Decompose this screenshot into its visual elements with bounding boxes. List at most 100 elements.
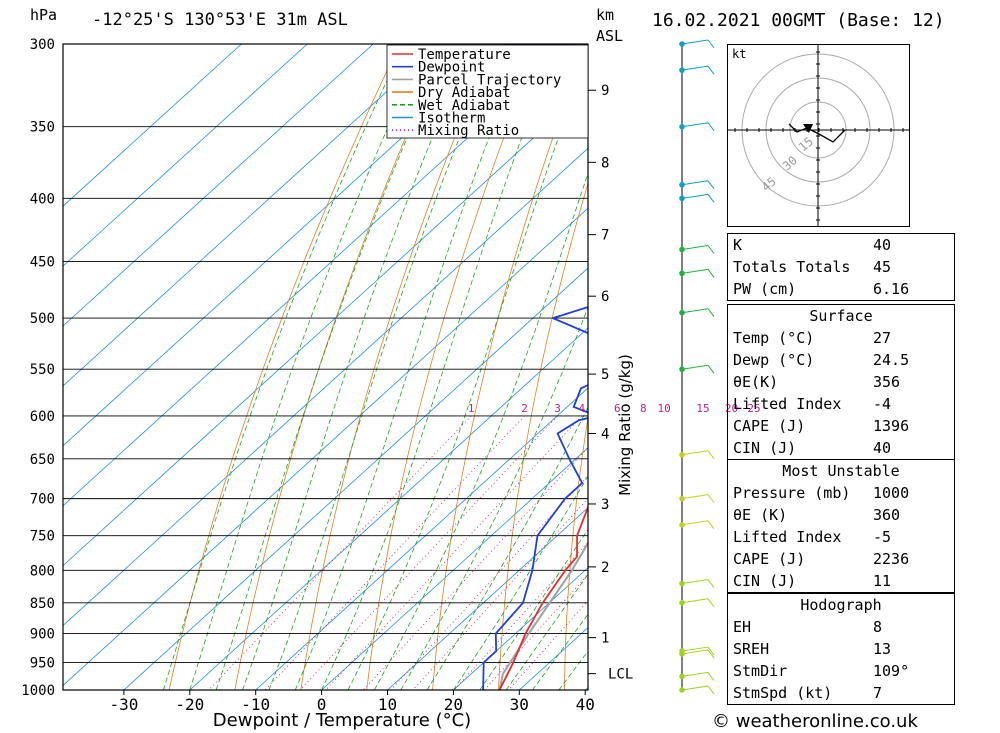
unstable-label: CAPE (J)	[733, 550, 806, 568]
mixing-ratio-line	[325, 415, 583, 690]
wind-barb-flag	[707, 579, 715, 588]
wind-barb-flag	[707, 269, 715, 278]
temperature-line	[498, 504, 588, 690]
legend-label: Wet Adiabat	[418, 98, 511, 114]
index-value: 6.16	[873, 280, 910, 298]
wind-barb-shaft	[681, 364, 709, 370]
wind-barb-flag	[707, 649, 715, 659]
hodo-value: 7	[873, 684, 883, 702]
wet-adiabat-line	[294, 44, 527, 690]
height-tick-label: 1	[601, 631, 609, 647]
x-tick-label: 0	[317, 695, 327, 714]
surface-label: CIN (J)	[733, 439, 797, 457]
wind-barb-shaft	[681, 685, 709, 691]
index-row-totals: Totals Totals 45	[728, 256, 954, 278]
unstable-row: CIN (J) 11	[728, 570, 954, 592]
wind-barb-shaft	[681, 649, 709, 655]
hodograph-unit: kt	[732, 47, 746, 61]
asl-label: ASL	[596, 27, 624, 45]
hodo-row: StmSpd (kt) 7	[728, 682, 954, 704]
mixing-ratio-label: 20	[725, 402, 738, 415]
wet-adiabat-line	[242, 44, 473, 690]
hodo-value: 109°	[873, 662, 910, 680]
hodo-value: 8	[873, 618, 883, 636]
mixing-ratio-label: 15	[696, 402, 709, 415]
wind-barb-flag	[707, 180, 715, 190]
hodo-label: StmSpd (kt)	[733, 684, 833, 702]
surface-label: Temp (°C)	[733, 329, 815, 347]
wind-barb-shaft	[681, 122, 709, 128]
mixing-ratio-label: 10	[657, 402, 670, 415]
unstable-value: 1000	[873, 484, 910, 502]
surface-row: Dewp (°C) 24.5	[728, 349, 954, 371]
wind-barb-flag	[707, 520, 715, 530]
wet-adiabat-line	[400, 306, 588, 690]
mixing-ratio-line	[362, 446, 588, 690]
wind-barb-shaft	[681, 671, 709, 677]
unstable-label: CIN (J)	[733, 572, 797, 590]
surface-row: CAPE (J) 1396	[728, 415, 954, 437]
mixing-ratio-label: 4	[579, 402, 586, 415]
surface-value: 24.5	[873, 351, 910, 369]
height-tick-label: 4	[601, 427, 609, 443]
wind-barb-flag	[707, 598, 715, 608]
height-tick-label: 3	[601, 497, 609, 513]
wind-barb-flag	[707, 494, 715, 503]
credit-link[interactable]: © weatheronline.co.uk	[712, 711, 918, 732]
surface-value: 356	[873, 373, 901, 391]
hodo-row: SREH 13	[728, 638, 954, 660]
surface-value: 27	[873, 329, 892, 347]
wet-adiabat-line	[426, 406, 588, 690]
index-label: Totals Totals	[733, 258, 851, 276]
wind-level-dot	[679, 495, 685, 502]
most-unstable-table: Most Unstable Pressure (mb) 1000 θE (K) 36…	[727, 459, 955, 593]
storm-motion-marker	[803, 124, 813, 133]
indices-table: K 40 Totals Totals 45 PW (cm) 6.16	[727, 233, 955, 301]
unstable-row: CAPE (J) 2236	[728, 548, 954, 570]
index-value: 45	[873, 258, 892, 276]
wet-adiabat-line	[532, 613, 588, 690]
plot-frame	[62, 43, 589, 691]
index-value: 40	[873, 236, 892, 254]
unstable-value: -5	[873, 528, 892, 546]
dewpoint-line	[482, 44, 588, 690]
surface-value: 1396	[873, 417, 910, 435]
hodograph-trace	[788, 123, 846, 143]
wind-barb-flag	[707, 65, 715, 75]
isotherm-line	[63, 87, 588, 567]
location-title: -12°25'S 130°53'E 31m ASL	[92, 10, 348, 30]
legend-label: Dewpoint	[418, 60, 485, 76]
isotherm-line	[63, 44, 440, 387]
pressure-tick-label: 300	[30, 37, 55, 53]
wind-barb-shaft	[681, 520, 709, 526]
wet-adiabat-line	[163, 44, 405, 690]
legend-label: Mixing Ratio	[418, 123, 519, 139]
height-tick-label: 6	[601, 289, 609, 305]
x-axis-label: Dewpoint / Temperature (°C)	[213, 710, 471, 731]
wind-barb-shaft	[681, 245, 709, 250]
wind-barb-shaft	[681, 65, 709, 71]
wind-barb-shaft	[681, 268, 709, 274]
wind-barb-shaft	[681, 450, 709, 456]
height-tick-label: 9	[601, 83, 609, 99]
pressure-tick-label: 600	[30, 409, 55, 425]
surface-label: CAPE (J)	[733, 417, 806, 435]
pressure-tick-label: 850	[30, 596, 55, 612]
pressure-tick-label: 500	[30, 311, 55, 327]
surface-label: θE(K)	[733, 373, 779, 391]
legend-label: Parcel Trajectory	[418, 72, 561, 88]
pressure-tick-label: 700	[30, 492, 55, 508]
mixing-ratio-label: 6	[614, 402, 621, 415]
pressure-tick-label: 1000	[21, 683, 55, 699]
index-row-pw: PW (cm) 6.16	[728, 278, 954, 300]
isotherm-line	[453, 567, 588, 690]
date-title: 16.02.2021 00GMT (Base: 12)	[652, 10, 945, 31]
index-label: PW (cm)	[733, 280, 797, 298]
hodo-row: EH 8	[728, 616, 954, 638]
hodograph-table: Hodograph EH 8 SREH 13 StmDir 109° StmSpd (…	[727, 593, 955, 705]
wind-barb-shaft	[681, 494, 709, 500]
hodo-label: StmDir	[733, 662, 788, 680]
dry-adiabat-line	[985, 44, 1000, 690]
